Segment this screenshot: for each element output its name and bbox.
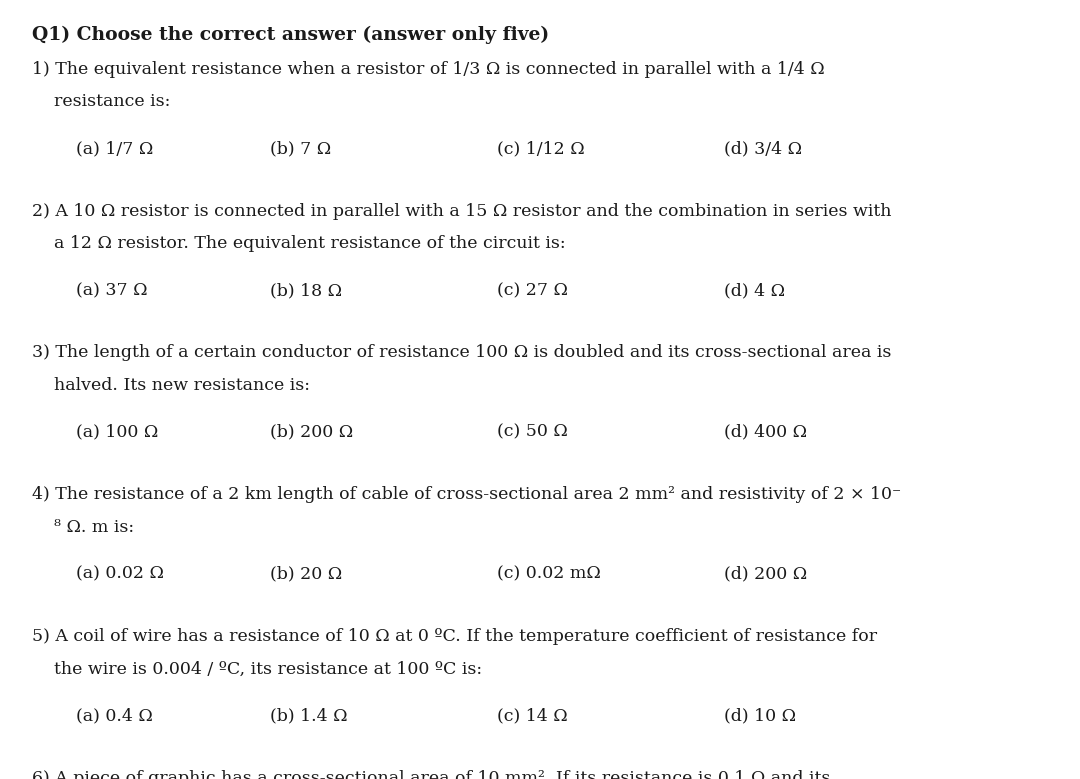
Text: (a) 100 Ω: (a) 100 Ω [76,424,158,441]
Text: ⁸ Ω. m is:: ⁸ Ω. m is: [32,519,135,536]
Text: the wire is 0.004 / ºC, its resistance at 100 ºC is:: the wire is 0.004 / ºC, its resistance a… [32,661,483,678]
Text: (c) 1/12 Ω: (c) 1/12 Ω [497,140,584,157]
Text: (b) 7 Ω: (b) 7 Ω [270,140,332,157]
Text: (d) 200 Ω: (d) 200 Ω [724,566,807,583]
Text: 2) A 10 Ω resistor is connected in parallel with a 15 Ω resistor and the combina: 2) A 10 Ω resistor is connected in paral… [32,203,892,220]
Text: Q1) Choose the correct answer (answer only five): Q1) Choose the correct answer (answer on… [32,26,550,44]
Text: (b) 18 Ω: (b) 18 Ω [270,282,342,299]
Text: (a) 1/7 Ω: (a) 1/7 Ω [76,140,153,157]
Text: 6) A piece of graphic has a cross-sectional area of 10 mm². If its resistance is: 6) A piece of graphic has a cross-sectio… [32,770,831,779]
Text: (d) 3/4 Ω: (d) 3/4 Ω [724,140,801,157]
Text: a 12 Ω resistor. The equivalent resistance of the circuit is:: a 12 Ω resistor. The equivalent resistan… [32,235,566,252]
Text: (b) 1.4 Ω: (b) 1.4 Ω [270,707,348,724]
Text: halved. Its new resistance is:: halved. Its new resistance is: [32,377,310,394]
Text: (c) 27 Ω: (c) 27 Ω [497,282,568,299]
Text: (d) 10 Ω: (d) 10 Ω [724,707,796,724]
Text: (a) 0.4 Ω: (a) 0.4 Ω [76,707,152,724]
Text: 3) The length of a certain conductor of resistance 100 Ω is doubled and its cros: 3) The length of a certain conductor of … [32,344,892,361]
Text: (c) 50 Ω: (c) 50 Ω [497,424,568,441]
Text: 4) The resistance of a 2 km length of cable of cross-sectional area 2 mm² and re: 4) The resistance of a 2 km length of ca… [32,486,902,503]
Text: (c) 14 Ω: (c) 14 Ω [497,707,567,724]
Text: (d) 4 Ω: (d) 4 Ω [724,282,784,299]
Text: (d) 400 Ω: (d) 400 Ω [724,424,807,441]
Text: (a) 0.02 Ω: (a) 0.02 Ω [76,566,163,583]
Text: resistance is:: resistance is: [32,93,171,111]
Text: (b) 200 Ω: (b) 200 Ω [270,424,353,441]
Text: (c) 0.02 mΩ: (c) 0.02 mΩ [497,566,600,583]
Text: 5) A coil of wire has a resistance of 10 Ω at 0 ºC. If the temperature coefficie: 5) A coil of wire has a resistance of 10… [32,628,878,645]
Text: 1) The equivalent resistance when a resistor of 1/3 Ω is connected in parallel w: 1) The equivalent resistance when a resi… [32,61,825,78]
Text: (b) 20 Ω: (b) 20 Ω [270,566,342,583]
Text: (a) 37 Ω: (a) 37 Ω [76,282,147,299]
